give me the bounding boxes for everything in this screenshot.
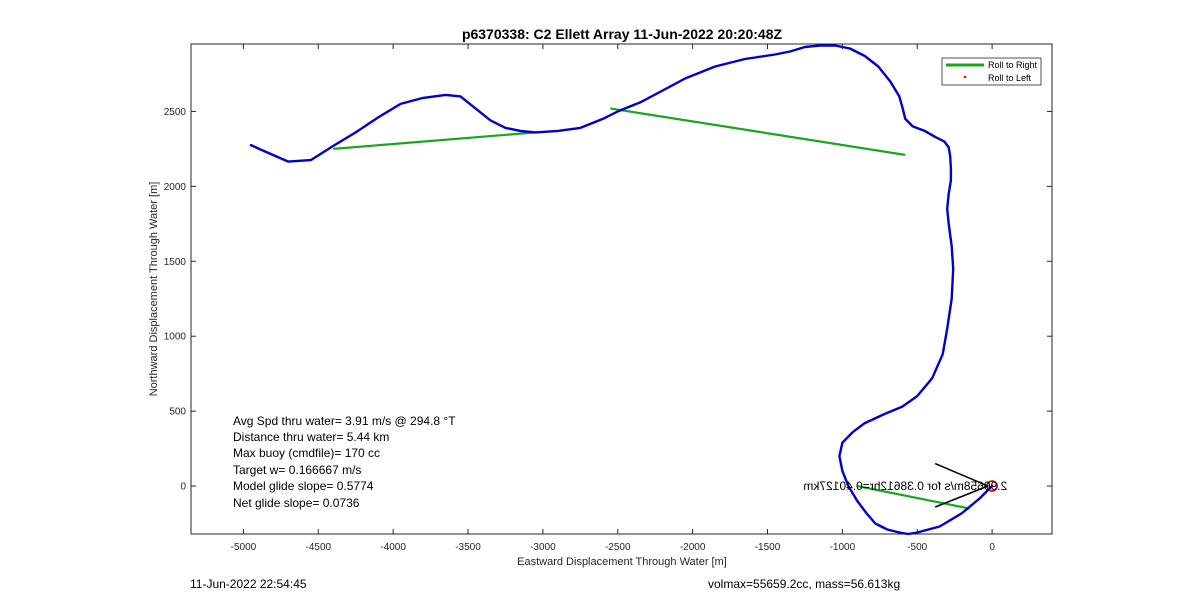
roll-right-segment: [857, 484, 970, 510]
target-vector-label: 2.90658m/s for 0.38612hr=0.40127km: [803, 479, 1007, 493]
x-tick-label: -2000: [680, 542, 706, 553]
track-series: [249, 44, 994, 536]
start-marker-group: [934, 462, 998, 508]
y-tick-label: 1500: [164, 257, 187, 268]
x-axis-ticks: -5000 -4500 -4000 -3500 -3000 -2500 -2000 -1500…: [231, 44, 995, 553]
x-tick-label: -1000: [830, 542, 856, 553]
y-axis-label: Northward Displacement Through Water [m]: [148, 182, 160, 397]
x-tick-label: -3500: [455, 542, 481, 553]
stat-distance: Distance thru water= 5.44 km: [233, 430, 389, 444]
x-tick-label: 0: [989, 542, 995, 553]
x-tick-label: -1500: [755, 542, 781, 553]
legend-roll-left-swatch: [963, 75, 967, 79]
stat-model-glide-slope: Model glide slope= 0.5774: [233, 479, 374, 493]
stat-target-w: Target w= 0.166667 m/s: [233, 463, 361, 477]
x-tick-label: -4000: [380, 542, 406, 553]
axes-box: [190, 43, 1053, 535]
x-tick-label: -500: [907, 542, 927, 553]
footer-date: 11-Jun-2022 22:54:45: [190, 577, 307, 591]
target-arrow-line-upper: [934, 462, 989, 487]
stats-annotation: Avg Spd thru water= 3.91 m/s @ 294.8 °T …: [233, 414, 456, 510]
legend: Roll to Right Roll to Left: [941, 57, 1042, 86]
plot-area: -5000 -4500 -4000 -3500 -3000 -2500 -2000 -1500…: [164, 43, 1053, 553]
stat-max-buoy: Max buoy (cmdfile)= 170 cc: [233, 446, 380, 460]
y-tick-label: 0: [180, 482, 186, 493]
legend-roll-left-label: Roll to Left: [988, 73, 1032, 83]
x-tick-label: -5000: [231, 542, 257, 553]
roll-right-segment: [610, 107, 906, 156]
y-tick-label: 1000: [164, 332, 187, 343]
y-tick-label: 2000: [164, 182, 187, 193]
footer-volmax: volmax=55659.2cc, mass=56.613kg: [708, 577, 900, 591]
stat-net-glide-slope: Net glide slope= 0.0736: [233, 496, 360, 510]
roll-right-segments: [333, 107, 970, 510]
target-arrow-line-lower: [934, 485, 989, 508]
y-axis-ticks: 0 500 1000 1500 2000 2500: [164, 107, 1052, 493]
legend-box: [941, 57, 1042, 86]
track-line: [249, 44, 994, 536]
roll-right-segment: [333, 131, 536, 150]
chart-title: p6370338: C2 Ellett Array 11-Jun-2022 20…: [462, 26, 783, 42]
legend-roll-right-label: Roll to Right: [988, 60, 1038, 70]
x-tick-label: -3000: [530, 542, 556, 553]
x-tick-label: -2500: [605, 542, 631, 553]
y-tick-label: 500: [169, 407, 186, 418]
y-tick-label: 2500: [164, 107, 187, 118]
stat-avg-speed: Avg Spd thru water= 3.91 m/s @ 294.8 °T: [233, 414, 456, 428]
x-axis-label: Eastward Displacement Through Water [m]: [517, 556, 727, 568]
x-tick-label: -4500: [305, 542, 331, 553]
